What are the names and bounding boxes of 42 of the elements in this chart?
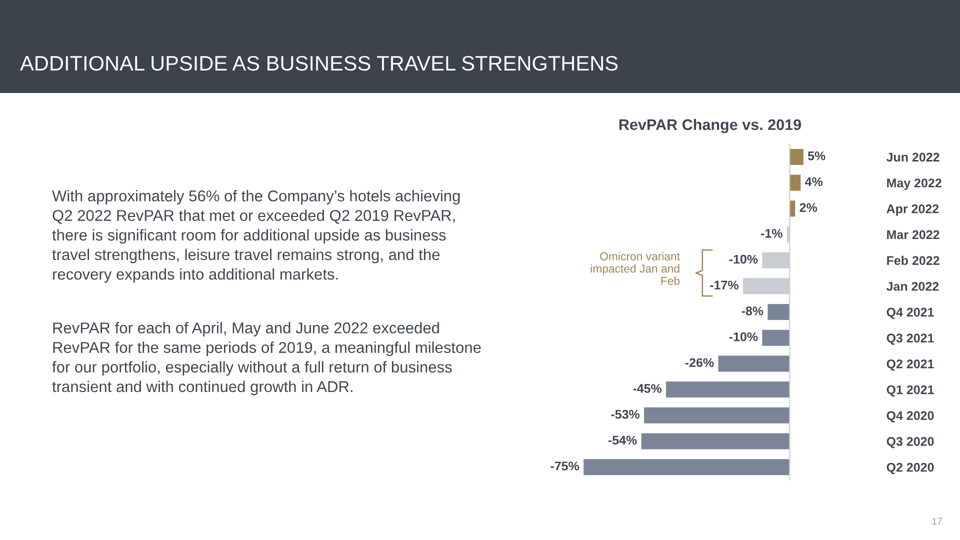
data-label: 4% <box>805 177 823 186</box>
annotation: Omicron variant impacted Jan and Feb <box>590 252 680 285</box>
data-label: 2% <box>800 203 818 212</box>
y-tick-label: Mar 2022 <box>887 230 940 240</box>
y-tick-label: Q3 2021 <box>886 334 934 345</box>
data-label: -26% <box>685 358 714 368</box>
y-tick-label: Q2 2021 <box>886 359 934 371</box>
bar <box>584 459 790 476</box>
chart-subtitle: RevPAR Change vs. 2019 <box>619 118 802 134</box>
data-label: -1% <box>761 228 782 238</box>
y-tick-label: May 2022 <box>887 178 942 190</box>
y-tick-label: Q4 2021 <box>886 308 934 319</box>
data-label: -54% <box>608 436 637 445</box>
text: 17 <box>932 518 942 525</box>
y-tick-label: Apr 2022 <box>886 204 939 216</box>
data-label: -17% <box>710 280 738 290</box>
data-label: -45% <box>633 384 662 393</box>
text: ADDITIONAL UPSIDE AS BUSINESS TRAVEL STRENGTHENS <box>20 56 618 71</box>
bar <box>718 356 790 372</box>
y-tick-label: Jun 2022 <box>886 152 940 162</box>
bar <box>790 174 801 191</box>
data-label: -10% <box>729 332 758 342</box>
bar <box>790 148 804 165</box>
y-tick-label: Feb 2022 <box>887 256 940 265</box>
bar <box>762 330 790 346</box>
y-tick-label: Q1 2021 <box>886 385 934 397</box>
data-label: -53% <box>611 410 640 419</box>
data-label: 5% <box>808 151 826 160</box>
y-tick-label: Q3 2020 <box>886 437 934 448</box>
text: RevPAR for each of April, May and June 2022 exceeded RevPAR for the same periods of 2019, a meaningful milestone for our portfolio, especially without a full return of business transient and with continued growth in ADR. <box>52 322 481 396</box>
bar <box>641 433 790 450</box>
data-label: -8% <box>742 306 764 316</box>
data-label: -75% <box>550 462 580 470</box>
bar <box>666 382 790 398</box>
bar <box>790 200 796 217</box>
y-tick-label: Q2 2020 <box>886 462 934 474</box>
y-tick-label: Q4 2020 <box>886 411 934 422</box>
text: With approximately 56% of the Company’s hotels achieving Q2 2022 RevPAR that met or exceeded Q2 2019 RevPAR, there is significant room for additional upside as business travel strengthens, leisure travel remains strong, and the recovery expands into additional markets. <box>52 190 460 283</box>
bar <box>768 304 790 320</box>
bar <box>644 407 790 424</box>
data-label: -10% <box>729 254 758 264</box>
y-tick-label: Jan 2022 <box>886 282 939 291</box>
